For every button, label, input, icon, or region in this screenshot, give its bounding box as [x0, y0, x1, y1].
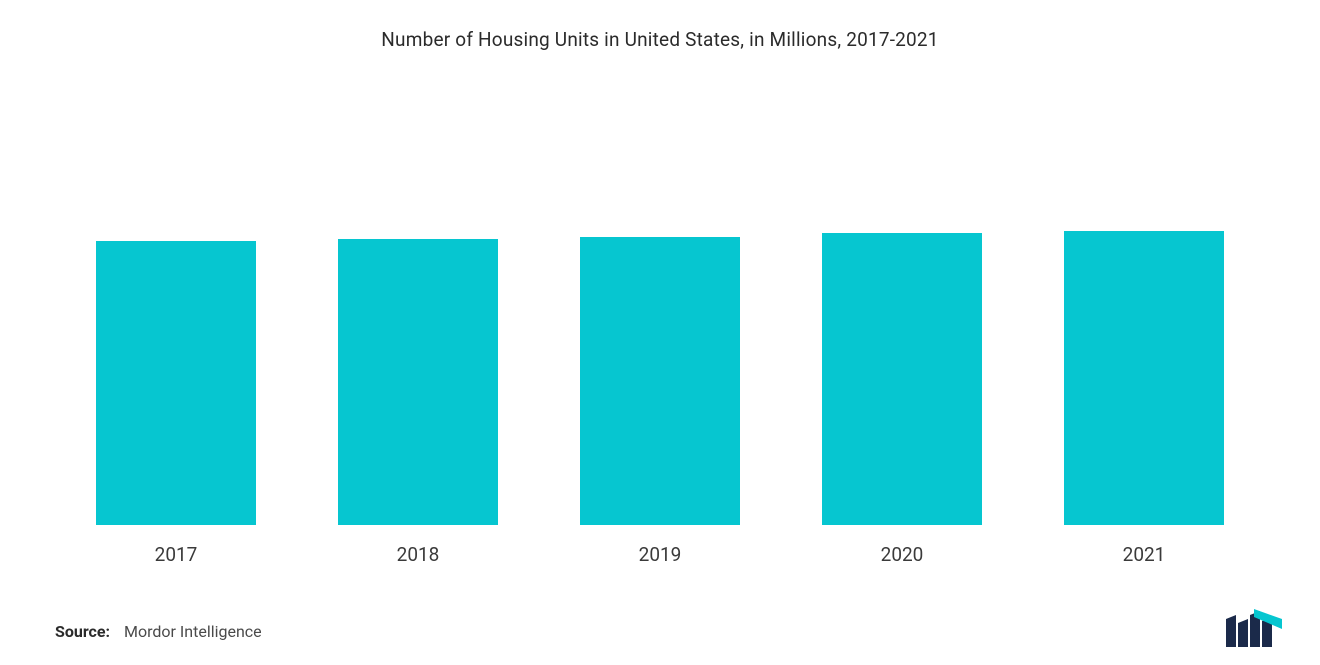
bar-slot: 2019: [539, 110, 781, 525]
plot-area: 20172018201920202021: [55, 110, 1265, 525]
category-label: 2017: [155, 543, 198, 566]
category-label: 2020: [881, 543, 924, 566]
source-text: Mordor Intelligence: [124, 622, 262, 641]
source-line: Source: Mordor Intelligence: [55, 622, 262, 641]
bar: [338, 239, 498, 525]
bar: [96, 241, 256, 525]
bar: [580, 237, 740, 525]
source-label: Source:: [55, 622, 110, 641]
bar-slot: 2020: [781, 110, 1023, 525]
chart-container: Number of Housing Units in United States…: [0, 0, 1320, 665]
bar: [1064, 231, 1224, 525]
bar: [822, 233, 982, 525]
category-label: 2019: [639, 543, 682, 566]
bar-slot: 2017: [55, 110, 297, 525]
chart-title: Number of Housing Units in United States…: [0, 0, 1320, 51]
bar-slot: 2018: [297, 110, 539, 525]
category-label: 2021: [1123, 543, 1166, 566]
brand-logo: [1224, 609, 1282, 647]
category-label: 2018: [397, 543, 440, 566]
bar-slot: 2021: [1023, 110, 1265, 525]
bars-row: 20172018201920202021: [55, 110, 1265, 525]
